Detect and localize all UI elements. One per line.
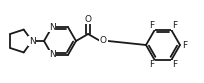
Text: N: N (49, 23, 55, 32)
Text: O: O (100, 36, 107, 45)
Text: N: N (29, 37, 35, 45)
Text: F: F (172, 60, 177, 69)
Text: F: F (149, 21, 154, 30)
Text: F: F (149, 60, 154, 69)
Text: F: F (182, 41, 187, 49)
Text: F: F (172, 21, 177, 30)
Text: O: O (85, 15, 92, 23)
Text: N: N (49, 50, 55, 59)
